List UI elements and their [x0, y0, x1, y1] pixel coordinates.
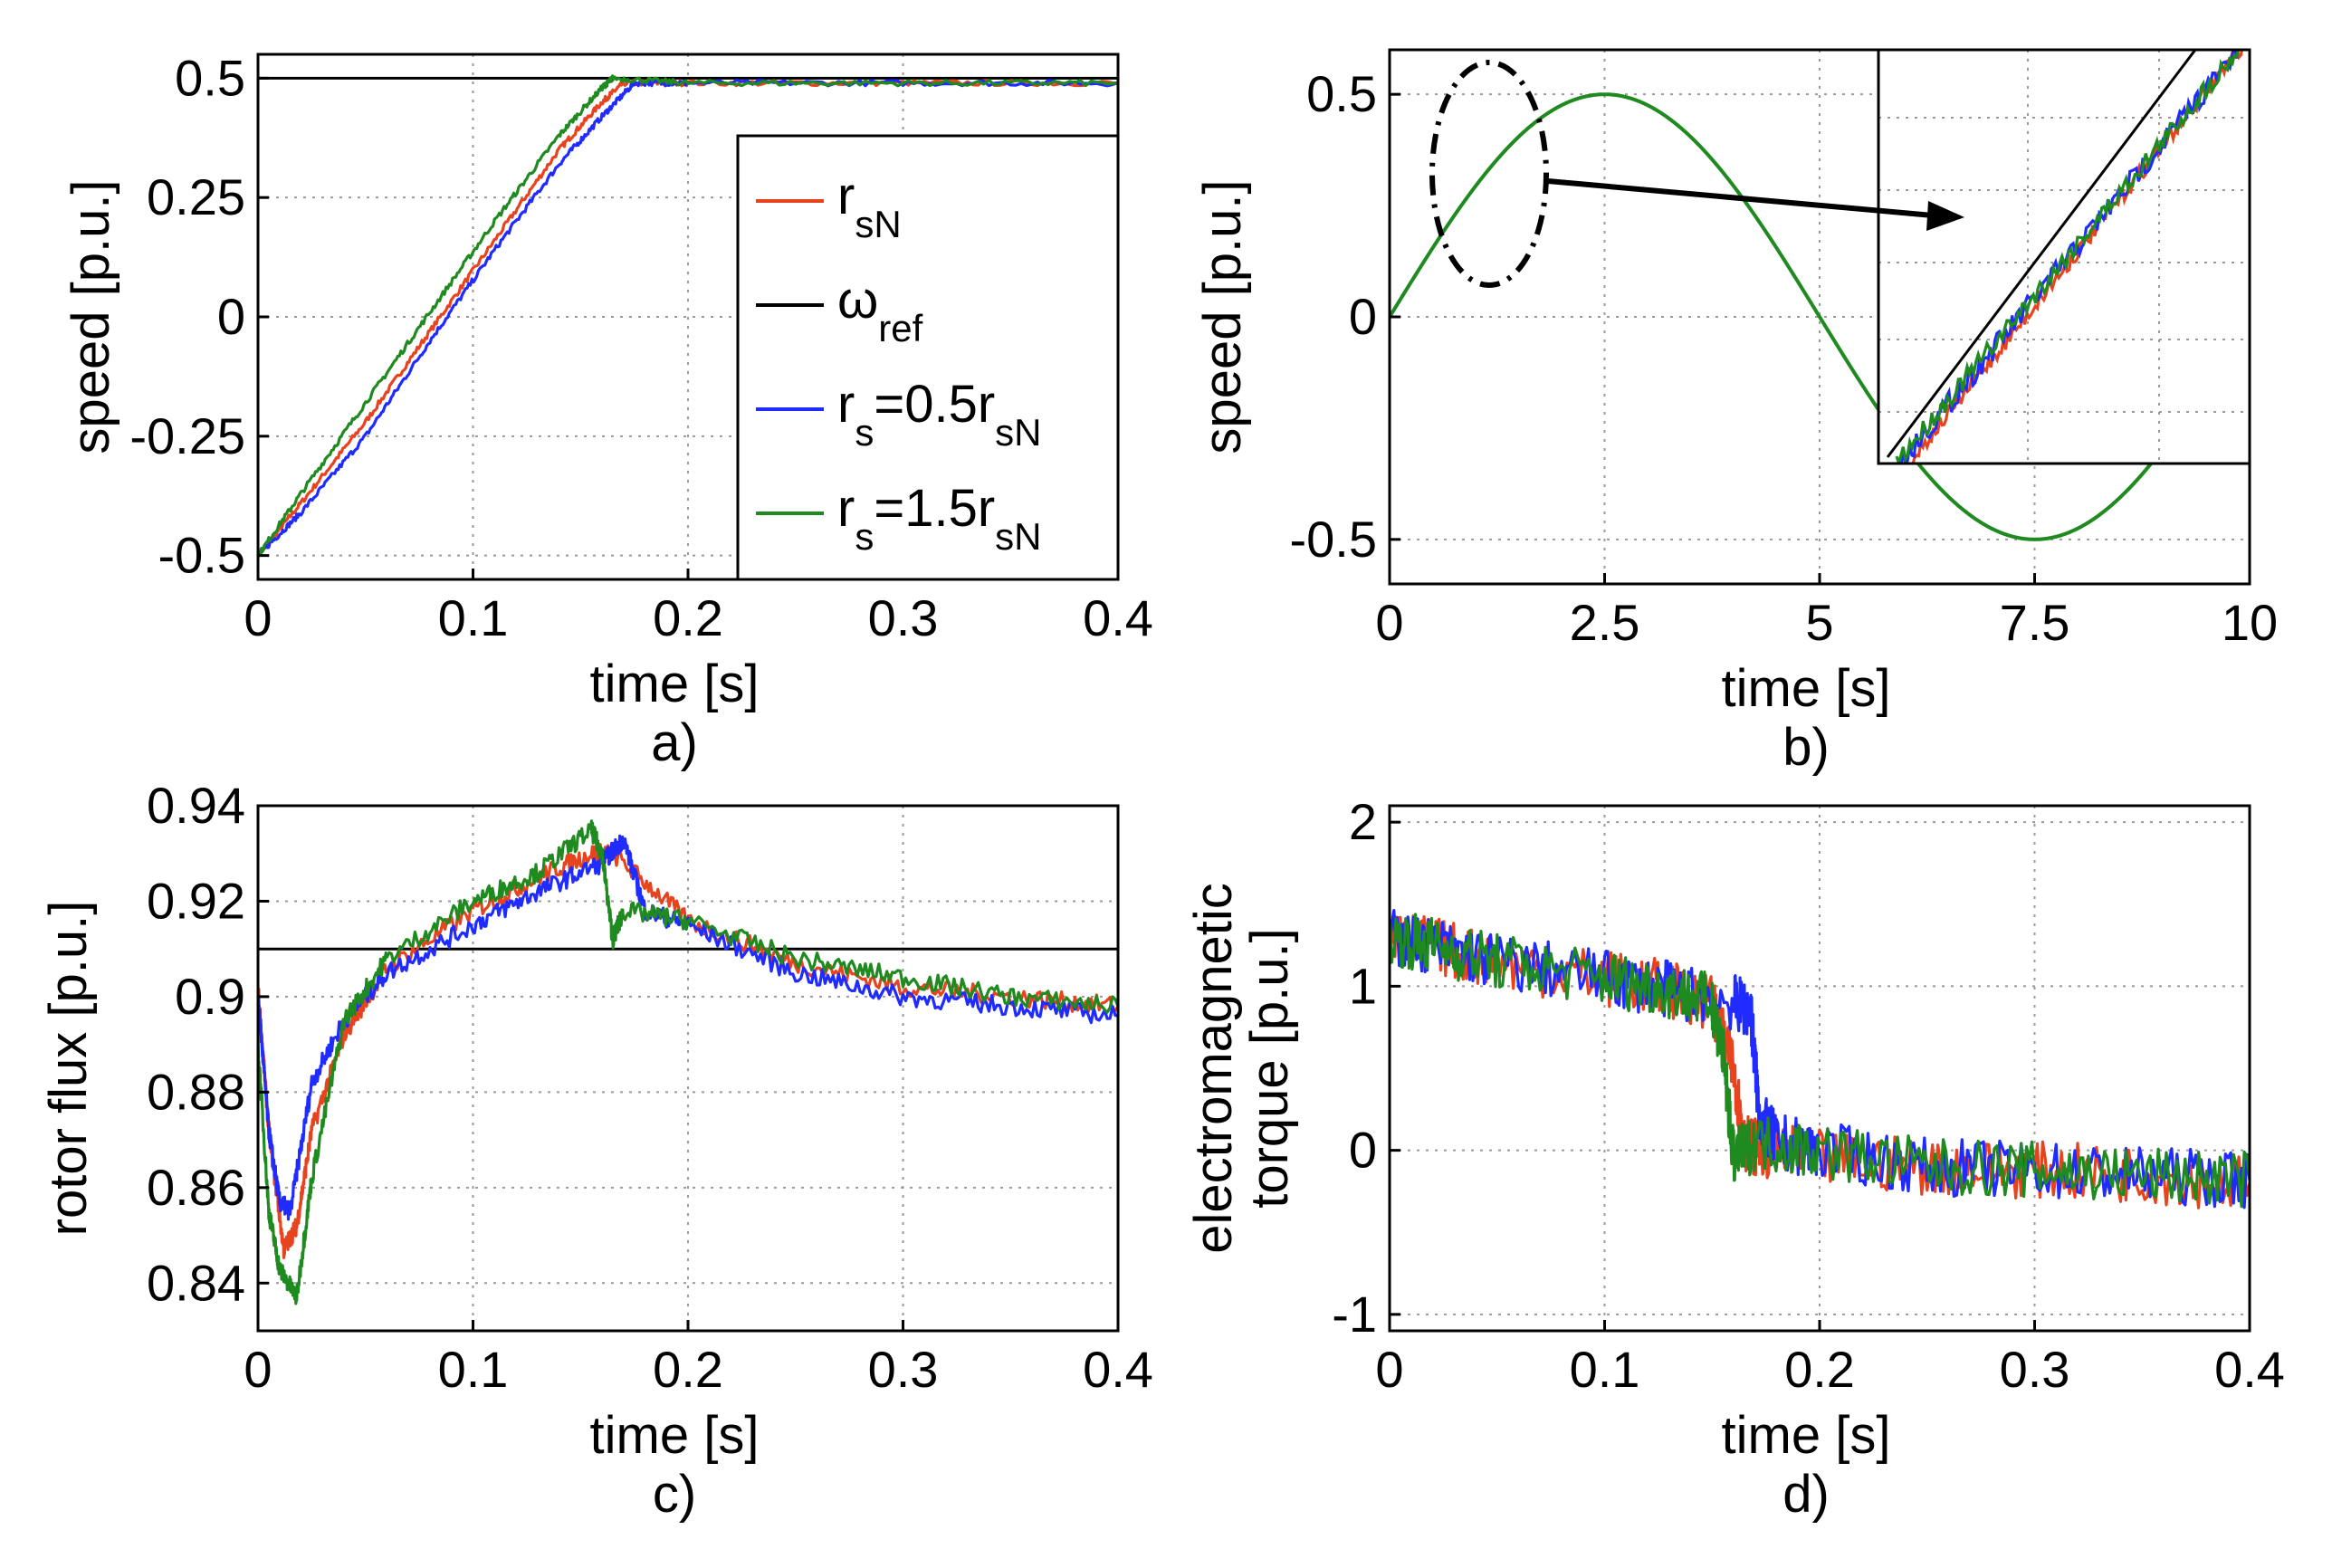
- x-tick-label: 0.2: [653, 589, 723, 646]
- legend-entry: ωref: [756, 271, 923, 349]
- legend-box: [736, 134, 1120, 581]
- series-line-r-s-1-5r-sn: [258, 74, 1118, 557]
- legend-label-sub: s: [855, 515, 874, 558]
- legend-label-base: r: [837, 375, 855, 434]
- y-tick-label: 0.9: [175, 968, 245, 1025]
- legend-label-sub: sN: [855, 203, 901, 245]
- x-tick-label: 7.5: [2000, 594, 2070, 651]
- x-tick-label: 0.1: [438, 589, 509, 646]
- y-tick-label: 2: [1349, 793, 1377, 850]
- x-tick-label: 5: [1805, 594, 1833, 651]
- y-axis-label: speed [p.u.]: [1193, 179, 1252, 454]
- x-axis-label: time [s]: [590, 655, 760, 713]
- x-tick-label: 0: [1375, 1341, 1403, 1398]
- traces: [1390, 908, 2250, 1209]
- legend-label-base: ω: [837, 271, 878, 330]
- panel-c-rotor-flux: 0 0.1 0.2 0.3 0.4 0.94 0.92 0.9 0.88 0.86 0.84 time…: [39, 777, 1153, 1524]
- x-tick-label: 0: [1375, 594, 1403, 651]
- x-tick-label: 0.1: [438, 1341, 509, 1398]
- series-line-r-sn: [258, 79, 1118, 559]
- y-tick-label: 0.94: [147, 777, 245, 834]
- inset-frame: [1877, 48, 2251, 465]
- x-tick-label: 0.4: [2214, 1341, 2285, 1398]
- traces: [1390, 92, 2250, 541]
- legend-label-rest: =1.5r: [874, 479, 995, 538]
- legend-label-base: r: [837, 167, 855, 225]
- y-tick-label: 0: [1349, 1122, 1377, 1179]
- panel-caption: d): [1782, 1465, 1830, 1524]
- zoom-arrow-head: [1926, 201, 1964, 231]
- panel-caption: a): [651, 713, 698, 772]
- x-tick-label: 0.3: [868, 1341, 939, 1398]
- y-tick-label: 0.88: [147, 1063, 245, 1120]
- y-axis-label: electromagnetic: [1184, 883, 1243, 1253]
- zoom-region-ellipse: [1429, 60, 1549, 288]
- y-tick-label: -1: [1332, 1286, 1377, 1343]
- panel-caption: b): [1782, 718, 1830, 777]
- y-tick-label: 1: [1349, 957, 1377, 1014]
- panel-b-speed-sine: 0 2.5 5 7.5 10 0.5 0 -0.5 time [s]b) speed [p.u.]: [1193, 48, 2278, 777]
- inset-traces: [1886, 50, 2248, 464]
- y-tick-label: -0.25: [129, 407, 245, 464]
- x-axis-label: time [s]: [1722, 659, 1891, 718]
- y-tick-label: 0: [217, 288, 245, 345]
- x-tick-label: 0: [244, 1341, 272, 1398]
- legend-entry: rs=1.5rsN: [756, 479, 1042, 558]
- x-tick-label: 10: [2222, 594, 2278, 651]
- legend-label-rest: =0.5r: [874, 375, 995, 434]
- y-axis-label: rotor flux [p.u.]: [39, 901, 98, 1237]
- panel-caption: c): [653, 1465, 696, 1524]
- y-tick-label: -0.5: [1290, 511, 1378, 568]
- x-axis-label: time [s]: [590, 1406, 760, 1465]
- series-line-r-s-0-5r-sn: [1390, 908, 2250, 1209]
- legend-label-sub: ref: [878, 307, 922, 349]
- y-tick-label: 0.86: [147, 1159, 245, 1216]
- legend-label: rsN: [837, 167, 902, 245]
- legend-label: rs=0.5rsN: [837, 375, 1042, 454]
- traces: [258, 819, 1118, 1305]
- series-line-r-s-1-5r-sn: [1390, 92, 2250, 541]
- y-tick-label: 0.84: [147, 1254, 245, 1311]
- y-tick-label: 0.5: [175, 49, 245, 106]
- legend-label-sub: s: [855, 411, 874, 454]
- zoom-arrow-shaft: [1547, 178, 1934, 218]
- x-tick-label: 0.3: [2000, 1341, 2070, 1398]
- y-tick-label: 0.25: [147, 168, 245, 225]
- x-tick-label: 0: [244, 589, 272, 646]
- x-tick-label: 0.1: [1570, 1341, 1640, 1398]
- inset-trace-green: [1895, 50, 2241, 464]
- series-line-r-s-1-5r-sn: [1390, 913, 2250, 1209]
- y-axis-label: torque [p.u.]: [1240, 928, 1299, 1209]
- legend-entry: rs=0.5rsN: [756, 375, 1042, 454]
- y-tick-label: 0.92: [147, 872, 245, 929]
- series-line-r-s-0-5r-sn: [258, 834, 1118, 1221]
- x-tick-label: 0.2: [653, 1341, 723, 1398]
- legend-label: ωref: [837, 271, 923, 349]
- legend-label-sub2: sN: [995, 515, 1041, 558]
- y-tick-label: -0.5: [158, 527, 246, 584]
- y-tick-label: 0.5: [1306, 65, 1377, 122]
- y-tick-label: 0: [1349, 288, 1377, 345]
- x-tick-label: 0.3: [868, 589, 939, 646]
- x-axis-label: time [s]: [1722, 1406, 1891, 1465]
- legend-entry: rsN: [756, 167, 902, 245]
- panel-a-speed-step: 0 0.1 0.2 0.3 0.4 0.5 0.25 0 -0.25 -0.5 time [s]a)…: [62, 49, 1153, 772]
- legend-label-base: r: [837, 479, 855, 538]
- series-line-r-s-0-5r-sn: [258, 78, 1118, 557]
- zoom-inset: [1877, 48, 2251, 465]
- inset-reference-line: [1886, 50, 2197, 458]
- x-tick-label: 0.4: [1083, 1341, 1153, 1398]
- x-tick-label: 0.4: [1083, 589, 1153, 646]
- y-axis-label: speed [p.u.]: [62, 179, 120, 454]
- series-line-r-s-1-5r-sn: [258, 819, 1118, 1305]
- x-tick-label: 0.2: [1784, 1341, 1855, 1398]
- legend-label-sub2: sN: [995, 411, 1041, 454]
- legend-label: rs=1.5rsN: [837, 479, 1042, 558]
- x-tick-label: 2.5: [1570, 594, 1640, 651]
- traces: [258, 74, 1118, 559]
